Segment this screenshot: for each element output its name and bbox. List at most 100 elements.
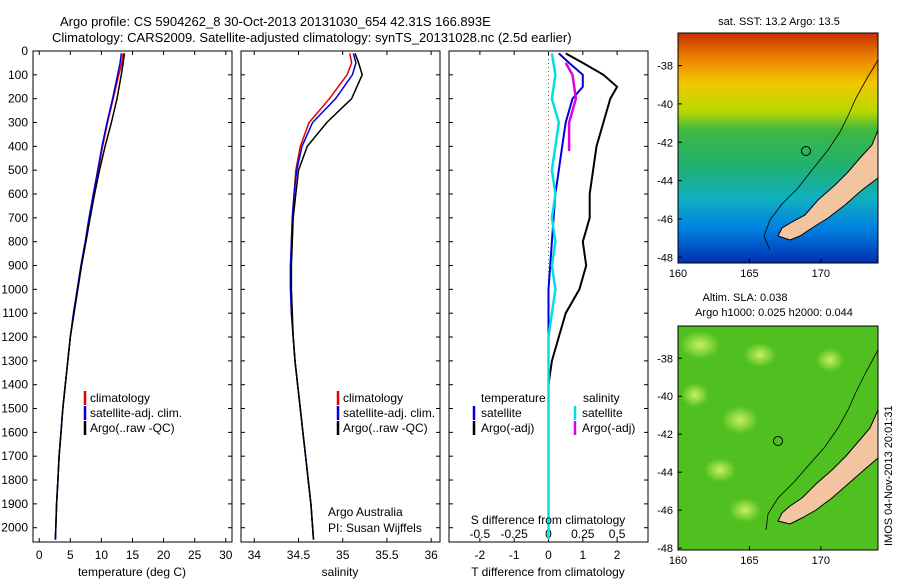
series-line: [564, 62, 578, 152]
depth-tick-label: 1300: [1, 354, 28, 368]
sst-map-land-south-island: [777, 129, 879, 241]
sst-lat-label: -40: [657, 99, 673, 111]
sst-map-x-axis: 160 165 170: [669, 259, 830, 280]
sla-lat-label: -38: [657, 353, 673, 365]
title-line2: Climatology: CARS2009. Satellite-adjuste…: [52, 30, 572, 45]
depth-tick-label: 800: [8, 235, 28, 249]
depth-tick-label: 1700: [1, 449, 28, 463]
difference-t-tick-label: 0: [545, 548, 552, 562]
temperature-tick-label: 25: [188, 548, 202, 562]
series-line: [547, 52, 584, 385]
legend-label-satellite: satellite-adj. clim.: [90, 406, 182, 420]
salinity-legend: climatology satellite-adj. clim. Argo(..…: [328, 391, 435, 535]
sla-map: Altim. SLA: 0.038 Argo h1000: 0.025 h200…: [657, 292, 895, 567]
temperature-tick-label: 15: [126, 548, 140, 562]
sla-lat-label: -42: [657, 429, 673, 441]
difference-xlabel-bottom: T difference from climatology: [471, 565, 625, 579]
temperature-panel-frame: [32, 50, 233, 543]
sla-map-blob: [681, 383, 709, 407]
credit-argo-australia: Argo Australia: [328, 505, 403, 519]
difference-legend: temperature satellite Argo(-adj) salinit…: [472, 391, 635, 435]
sst-lat-label: -38: [657, 61, 673, 73]
legend-label-sal-satellite: satellite: [582, 406, 623, 420]
sla-lat-label: -46: [657, 505, 673, 517]
salinity-tick-label: 36: [424, 548, 438, 562]
legend-label-temp-satellite: satellite: [481, 406, 522, 420]
salinity-panel-frame: [240, 50, 441, 543]
sst-map-argo-position: [801, 146, 811, 156]
sla-lat-label: -40: [657, 391, 673, 403]
sla-map-title-line2: Argo h1000: 0.025 h2000: 0.044: [695, 307, 853, 319]
sst-lat-label: -44: [657, 176, 673, 188]
depth-tick-label: 1900: [1, 497, 28, 511]
difference-s-tick-label: 0.25: [571, 527, 595, 541]
sst-map-title: sat. SST: 13.2 Argo: 13.5: [718, 16, 840, 28]
sla-map-title-line1: Altim. SLA: 0.038: [703, 292, 788, 304]
sla-lat-label: -44: [657, 467, 673, 479]
temperature-tick-label: 30: [219, 548, 233, 562]
difference-s-tick-label: -0.25: [501, 527, 529, 541]
sst-lat-label: -42: [657, 137, 673, 149]
sla-map-blob: [744, 343, 776, 367]
sla-map-y-axis: -38 -40 -42 -44 -46 -48: [657, 353, 682, 555]
legend-label-climatology: climatology: [90, 391, 150, 405]
title-line1: Argo profile: CS 5904262_8 30-Oct-2013 2…: [60, 14, 491, 29]
depth-tick-label: 0: [21, 44, 28, 58]
sst-lat-label: -46: [657, 214, 673, 226]
salinity-series: [289, 53, 363, 540]
depth-tick-label: 1400: [1, 378, 28, 392]
salinity-tick-label: 35.5: [375, 548, 399, 562]
salinity-tick-label: 34: [248, 548, 262, 562]
sla-map-argo-position: [773, 436, 783, 446]
sla-lon-label: 165: [740, 555, 758, 567]
sst-lon-label: 160: [669, 268, 687, 280]
depth-tick-label: 600: [8, 187, 28, 201]
depth-tick-label: 1200: [1, 330, 28, 344]
depth-tick-label: 500: [8, 163, 28, 177]
sst-lon-label: 170: [812, 268, 830, 280]
legend-title-salinity: salinity: [583, 391, 620, 405]
legend-label-sal-argo: Argo(-adj): [582, 421, 635, 435]
salinity-x-axis: 34 34.5 35 35.5 36: [248, 51, 438, 562]
sla-map-coast-contour: [765, 349, 879, 531]
sla-map-blob: [680, 331, 720, 359]
legend-title-temperature: temperature: [481, 391, 546, 405]
series-line: [290, 53, 363, 540]
sla-map-x-axis: 160 165 170: [669, 546, 830, 567]
temperature-legend: climatology satellite-adj. clim. Argo(..…: [83, 391, 182, 435]
difference-t-tick-label: 1: [579, 548, 586, 562]
depth-tick-label: 1100: [2, 306, 28, 320]
difference-xlabel-top: S difference from climatology: [471, 513, 626, 527]
difference-series: [547, 51, 619, 542]
difference-s-tick-label: -0.5: [470, 527, 491, 541]
legend-label-climatology: climatology: [343, 391, 403, 405]
sla-map-blob: [816, 348, 844, 372]
salinity-tick-label: 35: [336, 548, 350, 562]
salinity-xlabel: salinity: [322, 565, 359, 579]
sst-map-y-axis: -38 -40 -42 -44 -46 -48: [657, 61, 682, 264]
sst-map: sat. SST: 13.2 Argo: 13.5 -38 -40 -42 -44 -4…: [657, 16, 879, 280]
sla-lon-label: 160: [669, 555, 687, 567]
depth-tick-label: 1000: [1, 282, 28, 296]
temperature-tick-label: 20: [157, 548, 171, 562]
depth-tick-label: 700: [8, 211, 28, 225]
difference-x-axes: -2 -1 0 1 2-0.5 -0.25 0 0.25 0.5: [470, 51, 626, 562]
legend-label-argo: Argo(..raw -QC): [90, 421, 175, 435]
temperature-x-axis: 0 5 10 15 20 25 30: [36, 51, 233, 562]
sla-lat-label: -48: [657, 543, 673, 555]
sla-lon-label: 170: [812, 555, 830, 567]
series-line: [54, 53, 126, 540]
sst-lat-label: -48: [657, 252, 673, 264]
temperature-tick-label: 10: [95, 548, 109, 562]
temperature-xlabel: temperature (deg C): [78, 565, 186, 579]
sla-map-blob: [729, 498, 761, 522]
depth-tick-label: 2000: [1, 521, 28, 535]
imos-stamp: IMOS 04-Nov-2013 20:01:31: [883, 405, 895, 546]
sla-map-blob: [722, 406, 758, 434]
depth-tick-label: 200: [8, 92, 28, 106]
depth-tick-label: 900: [8, 259, 28, 273]
depth-tick-label: 1600: [1, 425, 28, 439]
depth-tick-label: 400: [8, 139, 28, 153]
series-line: [547, 53, 561, 540]
